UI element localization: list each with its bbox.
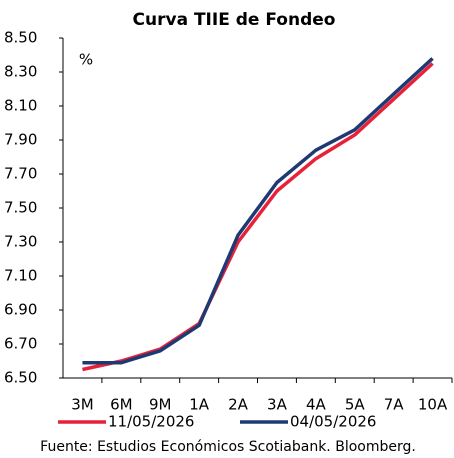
x-tick-label: 3M	[71, 396, 94, 414]
legend-label: 04/05/2026	[290, 413, 376, 431]
y-tick-label: 7.10	[4, 267, 37, 285]
x-tick-label: 3A	[267, 396, 288, 414]
series-line	[82, 57, 434, 365]
x-tick-label: 4A	[306, 396, 327, 414]
source: Fuente: Estudios Económicos Scotiabank. …	[40, 439, 416, 455]
x-tick-label: 7A	[384, 396, 405, 414]
series-line	[82, 62, 434, 372]
x-tick-label: 10A	[418, 396, 448, 414]
x-tick-label: 2A	[228, 396, 249, 414]
chart-title: Curva TIIE de Fondeo	[133, 10, 336, 30]
legend-label: 11/05/2026	[108, 413, 194, 431]
y-tick-label: 6.50	[4, 369, 37, 387]
y-tick-label: 8.10	[4, 97, 37, 115]
y-tick-label: 6.70	[4, 335, 37, 353]
y-tick-label: 7.90	[4, 131, 37, 149]
y-tick-label: 6.90	[4, 301, 37, 319]
y-tick-label: 7.50	[4, 199, 37, 217]
y-tick-label: 8.30	[4, 63, 37, 81]
x-tick-label: 6M	[110, 396, 133, 414]
y-tick-label: 7.70	[4, 165, 37, 183]
x-tick-label: 9M	[149, 396, 172, 414]
y-tick-label: 7.30	[4, 233, 37, 251]
x-tick-label: 5A	[345, 396, 366, 414]
x-tick-label: 1A	[189, 396, 210, 414]
y-unit: %	[79, 51, 93, 69]
y-tick-label: 8.50	[4, 29, 37, 47]
